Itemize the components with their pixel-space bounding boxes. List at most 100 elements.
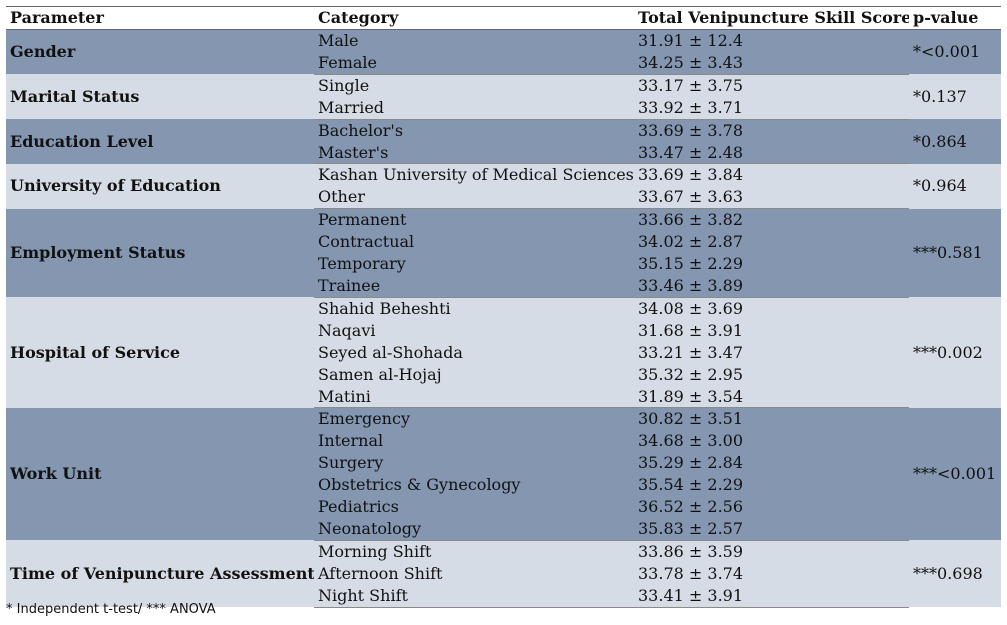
table-row: Naqavi 31.68 ± 3.91 <box>6 319 1001 342</box>
parameter-cell: Hospital of Service <box>6 297 314 408</box>
score-cell: 33.92 ± 3.71 <box>634 96 909 120</box>
score-cell: 34.68 ± 3.00 <box>634 430 909 453</box>
score-cell: 34.02 ± 2.87 <box>634 231 909 254</box>
table-row: Marital Status Single 33.17 ± 3.75 *0.137 <box>6 74 1001 120</box>
table-row: Female 34.25 ± 3.43 <box>6 51 1001 75</box>
p-value-cell: *0.964 <box>909 163 1001 209</box>
table-row: Night Shift 33.41 ± 3.91 <box>6 584 1001 608</box>
table-row: Other 33.67 ± 3.63 <box>6 186 1001 210</box>
category-cell: Morning Shift <box>314 540 634 563</box>
p-value-cell: ***<0.001 <box>909 407 1001 541</box>
category-cell: Permanent <box>314 208 634 232</box>
score-cell: 35.32 ± 2.95 <box>634 363 909 386</box>
table-row: Hospital of Service Shahid Beheshti 34.08 … <box>6 297 1001 408</box>
table-row: Employment Status Permanent 33.66 ± 3.82 **… <box>6 208 1001 298</box>
score-cell: 33.21 ± 3.47 <box>634 341 909 364</box>
category-cell: Matini <box>314 385 634 409</box>
table-row: Neonatology 35.83 ± 2.57 <box>6 517 1001 541</box>
category-cell: Naqavi <box>314 319 634 342</box>
score-cell: 33.47 ± 2.48 <box>634 141 909 165</box>
parameter-cell: University of Education <box>6 163 314 209</box>
category-cell: Contractual <box>314 231 634 254</box>
parameter-cell: Employment Status <box>6 208 314 298</box>
category-cell: Neonatology <box>314 517 634 541</box>
p-value-cell: ***0.581 <box>909 208 1001 298</box>
score-cell: 31.68 ± 3.91 <box>634 319 909 342</box>
parameter-cell: Gender <box>6 29 314 75</box>
category-cell: Emergency <box>314 407 634 431</box>
category-cell: Kashan University of Medical Sciences <box>314 163 634 187</box>
parameter-cell: Time of Venipuncture Assessment <box>6 540 314 608</box>
results-table: Parameter Category Total Venipuncture Sk… <box>6 6 1001 608</box>
category-cell: Other <box>314 186 634 210</box>
score-cell: 33.17 ± 3.75 <box>634 74 909 97</box>
footnote: * Independent t-test/ *** ANOVA <box>6 602 216 617</box>
table-row: Time of Venipuncture Assessment Morning S… <box>6 540 1001 608</box>
score-cell: 35.83 ± 2.57 <box>634 517 909 541</box>
score-cell: 33.86 ± 3.59 <box>634 540 909 563</box>
category-cell: Night Shift <box>314 584 634 608</box>
table-row: Afternoon Shift 33.78 ± 3.74 <box>6 562 1001 585</box>
table-row: Obstetrics & Gynecology 35.54 ± 2.29 <box>6 474 1001 497</box>
category-cell: Internal <box>314 430 634 453</box>
header-p-value: p-value <box>909 6 1001 30</box>
table-row: University of Education Kashan University… <box>6 163 1001 209</box>
score-cell: 35.15 ± 2.29 <box>634 253 909 275</box>
category-cell: Temporary <box>314 253 634 275</box>
p-value-cell: ***0.002 <box>909 297 1001 408</box>
header-parameter: Parameter <box>6 6 314 30</box>
category-cell: Seyed al-Shohada <box>314 341 634 364</box>
header-row: Parameter Category Total Venipuncture Sk… <box>6 6 1001 30</box>
score-cell: 33.41 ± 3.91 <box>634 584 909 608</box>
category-cell: Surgery <box>314 452 634 475</box>
header-score: Total Venipuncture Skill Score <box>634 6 909 30</box>
category-cell: Female <box>314 51 634 75</box>
category-cell: Pediatrics <box>314 496 634 518</box>
score-cell: 33.78 ± 3.74 <box>634 562 909 585</box>
category-cell: Obstetrics & Gynecology <box>314 474 634 497</box>
score-cell: 30.82 ± 3.51 <box>634 407 909 431</box>
table-row: Matini 31.89 ± 3.54 <box>6 385 1001 409</box>
p-value-cell: *<0.001 <box>909 29 1001 75</box>
score-cell: 33.66 ± 3.82 <box>634 208 909 232</box>
score-cell: 33.69 ± 3.78 <box>634 119 909 142</box>
category-cell: Single <box>314 74 634 97</box>
p-value-cell: ***0.698 <box>909 540 1001 608</box>
score-cell: 31.91 ± 12.4 <box>634 29 909 52</box>
parameter-cell: Marital Status <box>6 74 314 120</box>
table-row: Internal 34.68 ± 3.00 <box>6 430 1001 453</box>
category-cell: Master's <box>314 141 634 165</box>
table-row: Work Unit Emergency 30.82 ± 3.51 ***<0.001 <box>6 407 1001 541</box>
score-cell: 34.08 ± 3.69 <box>634 297 909 320</box>
category-cell: Male <box>314 29 634 52</box>
score-cell: 33.46 ± 3.89 <box>634 274 909 298</box>
table-row: Seyed al-Shohada 33.21 ± 3.47 <box>6 341 1001 364</box>
table-row: Trainee 33.46 ± 3.89 <box>6 274 1001 298</box>
score-cell: 31.89 ± 3.54 <box>634 385 909 409</box>
score-cell: 35.29 ± 2.84 <box>634 452 909 475</box>
score-cell: 33.67 ± 3.63 <box>634 186 909 210</box>
table-row: Contractual 34.02 ± 2.87 <box>6 231 1001 254</box>
score-cell: 36.52 ± 2.56 <box>634 496 909 518</box>
table-row: Pediatrics 36.52 ± 2.56 <box>6 496 1001 518</box>
category-cell: Samen al-Hojaj <box>314 363 634 386</box>
table-row: Gender Male 31.91 ± 12.4 *<0.001 <box>6 29 1001 75</box>
table-row: Surgery 35.29 ± 2.84 <box>6 452 1001 475</box>
score-cell: 35.54 ± 2.29 <box>634 474 909 497</box>
header-category: Category <box>314 6 634 30</box>
table-body: Gender Male 31.91 ± 12.4 *<0.001 Female 34.25… <box>6 29 1001 608</box>
score-cell: 34.25 ± 3.43 <box>634 51 909 75</box>
category-cell: Bachelor's <box>314 119 634 142</box>
table-row: Temporary 35.15 ± 2.29 <box>6 253 1001 275</box>
table-row: Married 33.92 ± 3.71 <box>6 96 1001 120</box>
score-cell: 33.69 ± 3.84 <box>634 163 909 187</box>
category-cell: Shahid Beheshti <box>314 297 634 320</box>
category-cell: Trainee <box>314 274 634 298</box>
table-row: Samen al-Hojaj 35.32 ± 2.95 <box>6 363 1001 386</box>
parameter-cell: Education Level <box>6 119 314 164</box>
parameter-cell: Work Unit <box>6 407 314 541</box>
p-value-cell: *0.864 <box>909 119 1001 164</box>
category-cell: Afternoon Shift <box>314 562 634 585</box>
category-cell: Married <box>314 96 634 120</box>
p-value-cell: *0.137 <box>909 74 1001 120</box>
